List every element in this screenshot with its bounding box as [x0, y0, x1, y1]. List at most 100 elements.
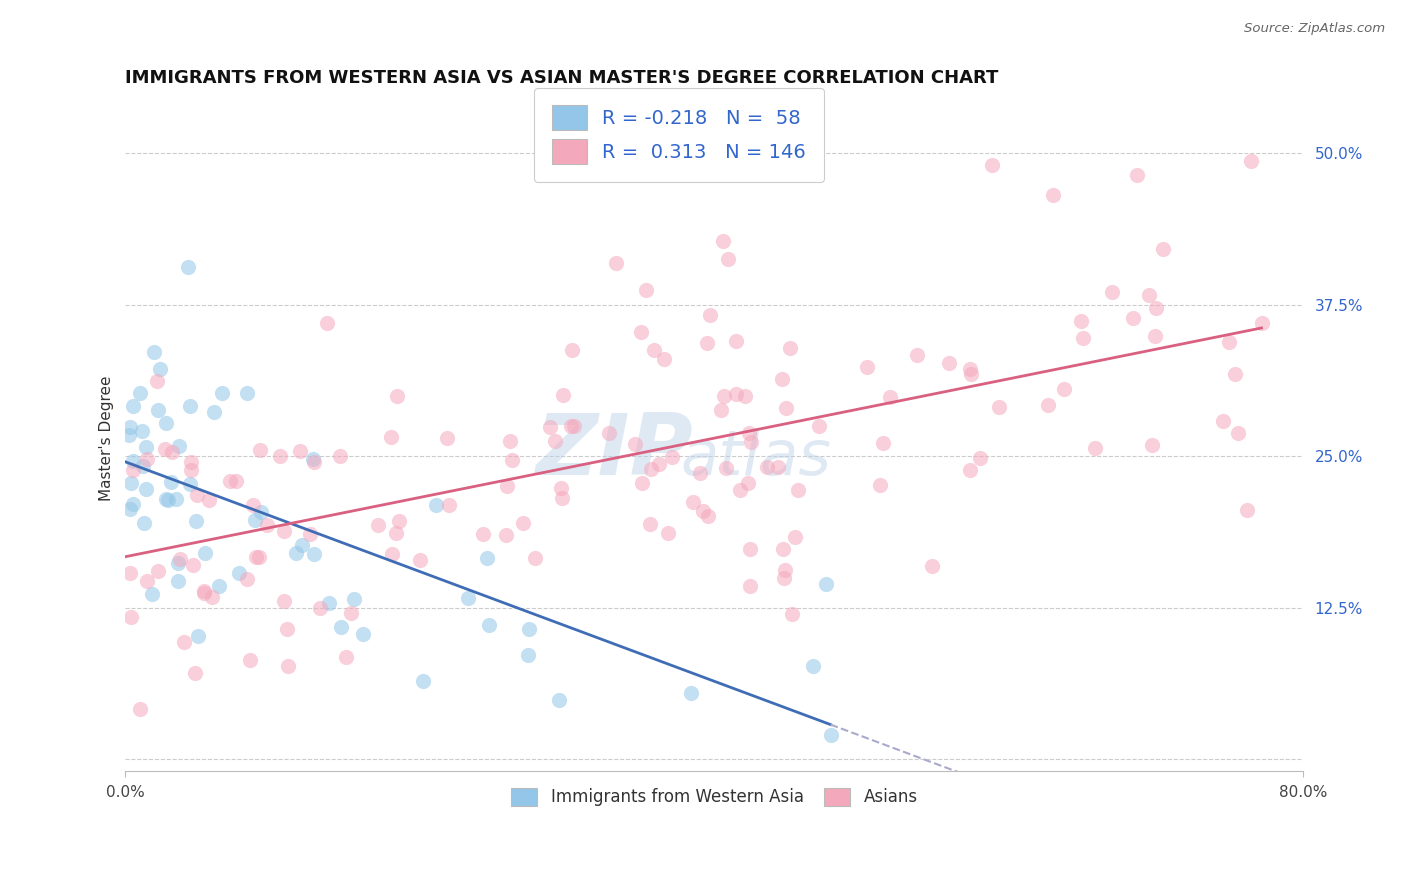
- Point: [638, 517, 661, 532]
- Point: [501, 452, 523, 467]
- Point: [524, 551, 547, 566]
- Point: [725, 334, 748, 348]
- Point: [131, 424, 153, 438]
- Point: [657, 525, 679, 540]
- Point: [249, 443, 271, 458]
- Point: [290, 444, 312, 458]
- Point: [136, 452, 159, 467]
- Point: [517, 648, 540, 662]
- Point: [905, 348, 928, 362]
- Point: [277, 659, 299, 673]
- Point: [211, 386, 233, 401]
- Point: [120, 566, 142, 581]
- Point: [734, 389, 756, 403]
- Point: [1152, 242, 1174, 256]
- Point: [679, 686, 702, 700]
- Point: [269, 449, 291, 463]
- Point: [276, 622, 298, 636]
- Point: [155, 416, 177, 430]
- Point: [135, 440, 157, 454]
- Point: [1122, 311, 1144, 326]
- Point: [1240, 154, 1263, 169]
- Point: [682, 495, 704, 509]
- Point: [235, 385, 257, 400]
- Point: [872, 436, 894, 450]
- Point: [146, 564, 169, 578]
- Point: [740, 542, 762, 557]
- Point: [302, 547, 325, 561]
- Point: [1140, 438, 1163, 452]
- Point: [770, 372, 793, 386]
- Point: [243, 513, 266, 527]
- Point: [177, 260, 200, 275]
- Point: [544, 434, 567, 448]
- Point: [1137, 288, 1160, 302]
- Point: [157, 492, 180, 507]
- Point: [186, 487, 208, 501]
- Point: [155, 492, 177, 507]
- Point: [517, 623, 540, 637]
- Point: [773, 571, 796, 585]
- Point: [141, 587, 163, 601]
- Point: [550, 482, 572, 496]
- Point: [1218, 334, 1240, 349]
- Point: [820, 728, 842, 742]
- Point: [756, 460, 779, 475]
- Point: [128, 701, 150, 715]
- Point: [245, 549, 267, 564]
- Point: [193, 584, 215, 599]
- Point: [551, 387, 574, 401]
- Point: [146, 402, 169, 417]
- Legend: Immigrants from Western Asia, Asians: Immigrants from Western Asia, Asians: [505, 781, 925, 813]
- Point: [202, 405, 225, 419]
- Point: [381, 547, 404, 561]
- Point: [692, 504, 714, 518]
- Point: [1038, 398, 1060, 412]
- Point: [385, 526, 408, 541]
- Point: [560, 419, 582, 434]
- Point: [149, 361, 172, 376]
- Point: [959, 463, 981, 477]
- Point: [194, 546, 217, 560]
- Point: [437, 498, 460, 512]
- Point: [661, 450, 683, 464]
- Point: [186, 514, 208, 528]
- Point: [388, 515, 411, 529]
- Point: [173, 635, 195, 649]
- Point: [122, 463, 145, 477]
- Point: [250, 505, 273, 519]
- Point: [988, 400, 1011, 414]
- Point: [122, 399, 145, 413]
- Point: [179, 399, 201, 413]
- Point: [538, 420, 561, 434]
- Point: [198, 493, 221, 508]
- Point: [352, 627, 374, 641]
- Point: [652, 352, 675, 367]
- Point: [981, 158, 1004, 172]
- Point: [380, 430, 402, 444]
- Text: atlas: atlas: [681, 428, 831, 488]
- Point: [605, 256, 627, 270]
- Point: [128, 385, 150, 400]
- Point: [1126, 168, 1149, 182]
- Point: [561, 343, 583, 358]
- Point: [329, 450, 352, 464]
- Point: [193, 585, 215, 599]
- Point: [183, 665, 205, 680]
- Point: [132, 516, 155, 530]
- Point: [122, 454, 145, 468]
- Point: [1212, 414, 1234, 428]
- Point: [273, 524, 295, 539]
- Text: IMMIGRANTS FROM WESTERN ASIA VS ASIAN MASTER'S DEGREE CORRELATION CHART: IMMIGRANTS FROM WESTERN ASIA VS ASIAN MA…: [125, 69, 998, 87]
- Point: [801, 659, 824, 673]
- Point: [120, 475, 142, 490]
- Point: [179, 477, 201, 491]
- Point: [169, 552, 191, 566]
- Point: [225, 475, 247, 489]
- Point: [457, 591, 479, 605]
- Point: [343, 592, 366, 607]
- Y-axis label: Master's Degree: Master's Degree: [100, 376, 114, 500]
- Point: [699, 308, 721, 322]
- Point: [1073, 331, 1095, 345]
- Point: [409, 553, 432, 567]
